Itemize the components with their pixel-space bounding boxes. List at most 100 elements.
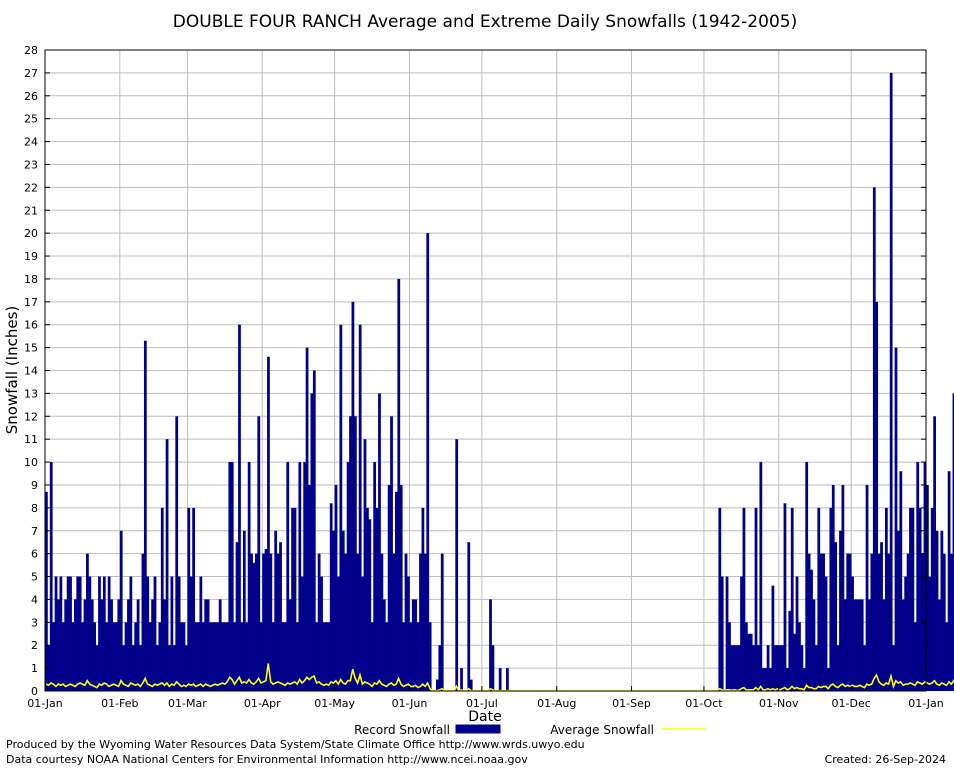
record-bar	[107, 576, 111, 691]
record-bar	[882, 599, 886, 691]
record-bar	[276, 553, 280, 691]
record-bar	[170, 576, 174, 691]
record-bar	[800, 645, 804, 691]
record-bar	[757, 645, 760, 691]
record-bar	[375, 507, 379, 691]
y-tick-label: 19	[24, 250, 38, 263]
record-bar	[810, 569, 813, 691]
record-bar	[766, 645, 770, 691]
record-bar	[143, 340, 147, 691]
record-bar	[385, 622, 389, 691]
record-bar	[897, 530, 900, 691]
record-bar	[928, 576, 932, 691]
record-bar	[49, 462, 53, 691]
record-bar	[414, 599, 418, 691]
x-tick-label: 01-Jun	[392, 697, 428, 710]
record-bar	[308, 484, 311, 691]
x-tick-label: 01-Sep	[612, 697, 651, 710]
record-bar	[102, 576, 106, 691]
record-bar	[747, 633, 751, 691]
record-bar	[201, 622, 205, 691]
record-bar	[291, 507, 294, 691]
record-bar	[938, 599, 941, 691]
record-bar	[409, 622, 413, 691]
record-bar	[312, 370, 316, 691]
record-bar	[288, 599, 292, 691]
record-bar	[127, 599, 130, 691]
record-bar	[83, 599, 87, 691]
record-bar	[498, 668, 502, 691]
record-bar	[61, 622, 65, 691]
record-bar	[911, 507, 915, 691]
record-bar	[315, 622, 319, 691]
y-axis-label: Snowfall (Inches)	[3, 306, 21, 434]
record-bar	[93, 622, 97, 691]
record-bar	[153, 576, 157, 691]
record-bar	[182, 622, 186, 691]
record-bar	[119, 530, 123, 691]
record-bar	[875, 301, 879, 691]
record-bar	[281, 622, 285, 691]
record-bar	[728, 622, 731, 691]
record-bar	[904, 576, 908, 691]
record-bar	[269, 553, 273, 691]
record-bar	[298, 462, 302, 691]
record-bar	[945, 622, 949, 691]
record-bar	[740, 576, 743, 691]
record-bar	[725, 576, 729, 691]
record-bar	[423, 553, 427, 691]
record-bar	[370, 622, 374, 691]
record-bar	[221, 622, 224, 691]
x-tick-label: 01-Dec	[832, 697, 871, 710]
x-tick-label: 01-Apr	[244, 697, 281, 710]
y-tick-label: 5	[31, 571, 38, 584]
record-bar	[720, 576, 724, 691]
record-bar	[59, 576, 63, 691]
record-bar	[71, 622, 75, 691]
record-bar	[428, 622, 432, 691]
record-bar	[223, 622, 227, 691]
record-bar	[233, 622, 237, 691]
axis-layer: 0123456789101112131415161718192021222324…	[24, 44, 944, 710]
record-bar	[783, 503, 787, 691]
record-bar	[131, 645, 135, 691]
record-bar	[795, 576, 799, 691]
record-bar	[242, 530, 246, 691]
record-bar	[206, 599, 210, 691]
record-bar	[250, 553, 253, 691]
record-bar	[491, 645, 495, 691]
record-bar	[356, 553, 360, 691]
record-bar	[827, 668, 830, 691]
record-bar	[380, 553, 384, 691]
record-bar	[773, 645, 777, 691]
record-bar	[274, 530, 278, 691]
record-bar	[122, 645, 126, 691]
record-bar	[267, 356, 270, 691]
x-tick-label: 01-Jan	[908, 697, 944, 710]
y-tick-label: 22	[24, 181, 38, 194]
record-bar	[884, 507, 888, 691]
record-bar	[337, 576, 340, 691]
plot-border	[44, 49, 927, 692]
y-tick-label: 8	[31, 502, 38, 515]
y-tick-label: 13	[24, 387, 38, 400]
record-bar	[865, 484, 869, 691]
record-bar	[197, 622, 200, 691]
record-bar	[906, 553, 910, 691]
record-bar	[935, 530, 939, 691]
record-bar	[209, 622, 212, 691]
x-tick-label: 01-Feb	[101, 697, 138, 710]
x-axis-label: Date	[468, 709, 501, 725]
record-bar	[139, 645, 142, 691]
y-tick-label: 4	[31, 593, 38, 606]
record-bar	[807, 553, 811, 691]
y-tick-label: 2	[31, 639, 38, 652]
record-bar	[129, 576, 133, 691]
footer-produced-by: Produced by the Wyoming Water Resources …	[6, 738, 585, 751]
legend-label-record: Record Snowfall	[354, 723, 450, 737]
record-bar	[749, 633, 753, 691]
y-tick-label: 15	[24, 342, 38, 355]
record-bar	[226, 622, 229, 691]
record-bar	[836, 645, 840, 691]
record-bar	[860, 599, 864, 691]
